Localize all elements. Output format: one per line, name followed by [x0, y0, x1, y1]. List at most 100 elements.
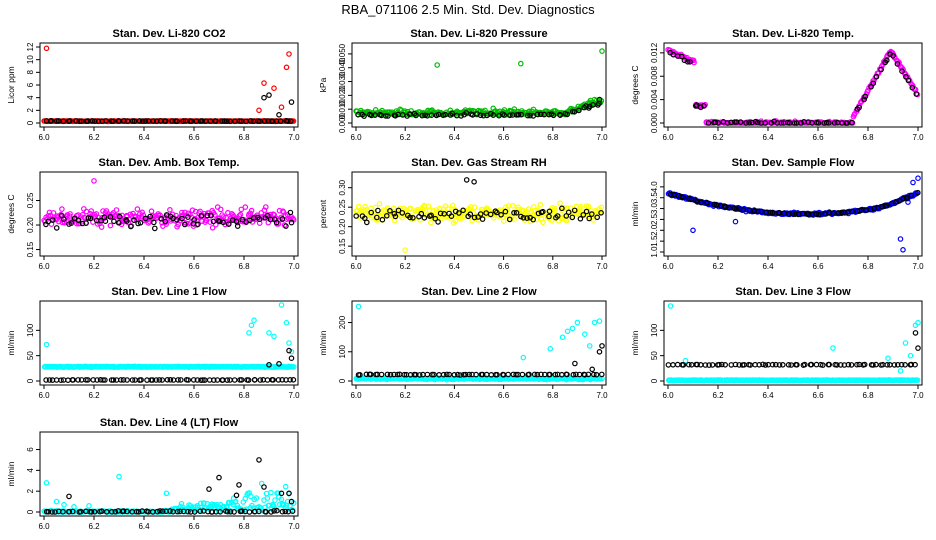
- data-point: [583, 208, 590, 215]
- plot-frame: [39, 431, 299, 517]
- data-point: [48, 118, 55, 124]
- data-point: [769, 209, 776, 216]
- plot-frame: [663, 171, 923, 257]
- data-point: [283, 223, 289, 229]
- data-point: [599, 48, 605, 54]
- data-point: [527, 112, 533, 119]
- data-point: [805, 211, 812, 217]
- data-point: [83, 220, 89, 226]
- y-tick-label: 200: [338, 315, 347, 329]
- data-point: [269, 118, 276, 125]
- data-point: [492, 208, 499, 215]
- plot-frame: [39, 171, 299, 257]
- data-point: [98, 508, 105, 515]
- data-point: [737, 119, 744, 125]
- data-point: [152, 225, 158, 232]
- data-point: [256, 508, 262, 515]
- data-point: [448, 213, 455, 220]
- data-point: [124, 377, 130, 383]
- data-point: [586, 343, 593, 349]
- data-point: [449, 202, 456, 209]
- data-point: [849, 208, 855, 215]
- data-point: [546, 208, 553, 215]
- x-tick-label: 6.0: [662, 391, 674, 400]
- data-point: [830, 210, 836, 216]
- data-point: [391, 371, 397, 378]
- x-tick-label: 6.2: [88, 522, 100, 531]
- data-point: [174, 118, 180, 125]
- data-point: [463, 110, 470, 116]
- data-point: [185, 214, 191, 220]
- data-point: [353, 213, 360, 219]
- data-point: [162, 118, 169, 124]
- data-point: [798, 120, 804, 126]
- x-tick-label: 6.8: [238, 391, 250, 400]
- y-tick-label: 100: [338, 345, 347, 359]
- data-point: [878, 66, 884, 73]
- data-point: [129, 377, 136, 383]
- x-tick-label: 6.8: [862, 391, 874, 400]
- data-point: [58, 377, 64, 384]
- y-axis-label: kPa: [318, 77, 328, 92]
- data-point: [94, 377, 100, 383]
- data-point: [67, 118, 73, 124]
- data-point: [191, 217, 197, 223]
- data-point: [86, 502, 92, 509]
- data-point: [197, 508, 204, 515]
- data-point: [65, 377, 71, 384]
- data-point: [743, 120, 750, 126]
- data-point: [547, 345, 554, 352]
- data-point: [586, 215, 593, 222]
- data-point: [422, 112, 428, 119]
- x-tick-label: 7.0: [912, 133, 924, 142]
- data-point: [248, 493, 254, 500]
- y-axis-label: ml/min: [318, 330, 328, 355]
- data-point: [446, 371, 453, 378]
- data-point: [751, 207, 758, 214]
- x-tick-label: 6.4: [762, 133, 774, 142]
- x-tick-label: 6.4: [138, 522, 150, 531]
- data-point: [896, 198, 903, 204]
- data-point: [432, 215, 439, 222]
- data-point: [211, 377, 217, 383]
- data-point: [515, 204, 521, 211]
- data-point: [49, 217, 56, 223]
- y-tick-label: 0.15: [26, 241, 35, 257]
- data-point: [73, 118, 79, 124]
- data-point: [60, 118, 67, 125]
- data-point: [401, 371, 408, 378]
- data-point: [116, 213, 123, 220]
- data-point: [242, 204, 249, 210]
- data-point: [195, 221, 201, 228]
- data-point: [278, 496, 285, 503]
- data-point: [147, 213, 154, 220]
- data-point: [290, 376, 297, 383]
- data-point: [706, 362, 712, 368]
- data-point: [585, 203, 592, 210]
- data-point: [534, 371, 541, 378]
- data-point: [498, 212, 504, 218]
- data-point: [142, 118, 149, 124]
- data-point: [519, 371, 526, 378]
- data-point: [373, 214, 380, 221]
- data-point: [762, 120, 769, 126]
- data-point: [149, 212, 156, 219]
- data-point: [190, 223, 197, 229]
- x-tick-label: 6.4: [138, 133, 150, 142]
- data-point: [284, 118, 291, 124]
- panel-title: Stan. Dev. Sample Flow: [732, 157, 855, 169]
- data-point: [460, 213, 467, 220]
- data-point: [746, 120, 752, 126]
- data-point: [88, 509, 95, 515]
- data-point: [460, 207, 466, 214]
- data-point: [589, 366, 596, 373]
- plot-frame: [351, 171, 607, 257]
- data-point: [903, 195, 910, 202]
- data-point: [471, 204, 478, 211]
- data-point: [216, 474, 222, 481]
- data-point: [43, 377, 49, 383]
- x-tick-label: 6.8: [547, 133, 559, 142]
- x-tick-label: 6.6: [812, 262, 824, 271]
- data-point: [684, 58, 691, 65]
- data-point: [83, 377, 89, 383]
